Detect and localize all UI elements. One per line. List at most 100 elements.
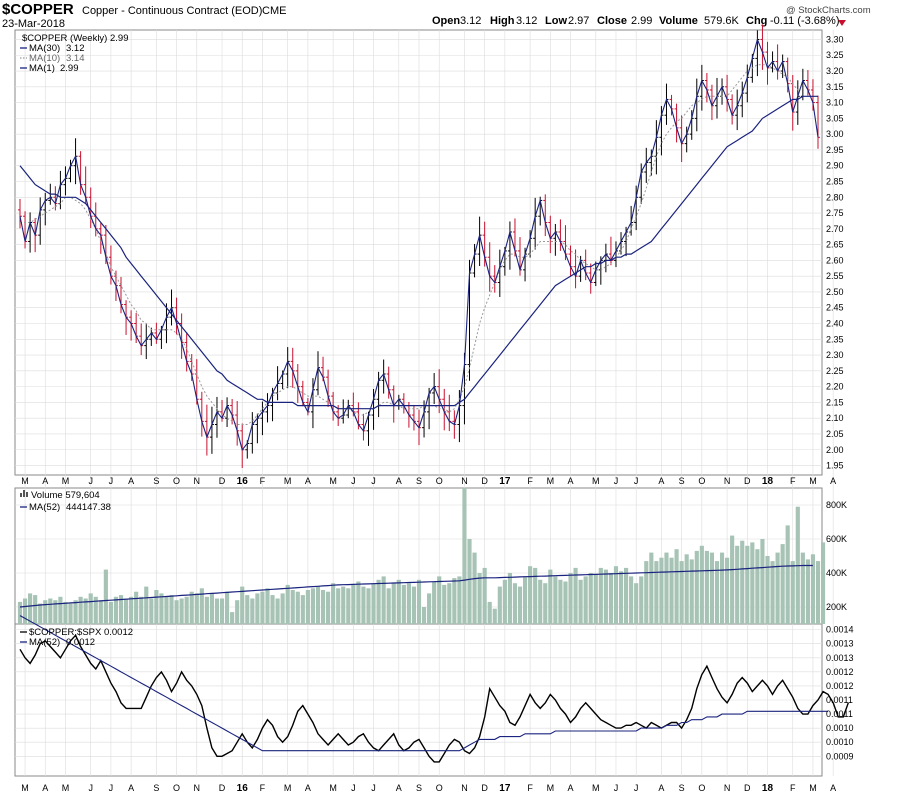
volume-ma52-line: [19, 564, 813, 608]
volume-bar: [694, 550, 699, 624]
volume-bar: [270, 595, 275, 624]
volume-bar: [765, 556, 770, 624]
volume-bar: [583, 576, 588, 624]
x-axis-label: F: [790, 476, 796, 486]
x-axis-label: 18: [762, 476, 774, 487]
volume-bar: [275, 598, 280, 624]
x-axis-label: F: [527, 783, 533, 793]
price-panel-frame: [14, 29, 823, 476]
volume-bar: [608, 573, 613, 624]
volume-bar: [416, 579, 422, 624]
volume-bar: [800, 552, 805, 624]
x-axis-label: M: [21, 476, 29, 486]
volume-bar: [123, 598, 129, 624]
volume-bar: [573, 567, 578, 624]
volume-bar: [401, 584, 406, 624]
volume-bar: [760, 539, 765, 624]
volume-bar: [320, 590, 326, 624]
symbol-title: $COPPER: [2, 1, 74, 18]
x-axis-label: A: [830, 783, 836, 793]
ratio-ma52-line: [19, 615, 829, 752]
volume-bar: [103, 569, 108, 624]
ratio-tick-label: 0.0012: [826, 667, 854, 677]
volume-bar: [88, 593, 93, 624]
volume-bar: [704, 550, 709, 624]
volume-bar: [533, 567, 538, 624]
x-axis-label: A: [396, 476, 402, 486]
change-value: -0.11 (-3.68%): [770, 15, 840, 27]
volume-bar: [427, 593, 432, 624]
x-axis-label: A: [658, 783, 664, 793]
volume-bar: [517, 586, 523, 624]
exchange-label: CME: [262, 5, 286, 17]
volume-bar: [745, 545, 750, 624]
volume-bar: [214, 598, 220, 624]
volume-bar: [472, 552, 477, 624]
x-axis-label: A: [305, 783, 311, 793]
ratio-tick-label: 0.0014: [826, 625, 854, 635]
volume-bar: [624, 567, 629, 624]
volume-tick-label: 200K: [826, 602, 847, 612]
volume-bar: [492, 608, 497, 624]
axis-ticks: 3.30 3.25 3.20 3.15 3.10 3.05 3.00 2.95 2.90 2.85…: [826, 34, 854, 761]
x-axis-label: A: [658, 476, 664, 486]
volume-bar: [674, 549, 679, 624]
volume-tick-label: 400K: [826, 568, 847, 578]
price-tick-label: 2.25: [826, 366, 844, 376]
price-tick-label: 3.30: [826, 34, 844, 44]
price-tick-label: 2.70: [826, 224, 844, 234]
x-axis-label: M: [547, 783, 555, 793]
x-axis-labels: M M A A M M J J J J A A S S O O N N D D 16 16 F F M M A A M M J J J J A A S S…: [21, 476, 836, 794]
ratio-tick-label: 0.0013: [826, 653, 854, 663]
volume-bar: [164, 596, 169, 624]
volume-bar: [98, 600, 103, 624]
x-axis-label: 16: [237, 783, 249, 794]
volume-bar: [295, 591, 300, 624]
volume-bar: [169, 595, 174, 624]
x-axis-label: O: [173, 783, 180, 793]
stockcharts-watermark: @ StockCharts.com: [786, 5, 871, 16]
volume-bar: [118, 595, 124, 624]
ratio-tick-label: 0.0010: [826, 723, 854, 733]
volume-bar: [361, 586, 366, 624]
x-axis-label: S: [679, 476, 685, 486]
volume-bar: [250, 598, 255, 624]
volume-bar: [457, 576, 462, 624]
price-tick-label: 2.95: [826, 145, 844, 155]
x-axis-label: M: [21, 783, 29, 793]
price-tick-label: 2.30: [826, 350, 844, 360]
ma30-legend-value: 3.12: [66, 43, 85, 54]
volume-bar: [265, 588, 270, 624]
volume-bar: [740, 540, 745, 624]
volume-bar: [149, 598, 154, 624]
open-value: 3.12: [460, 15, 481, 27]
volume-bar: [421, 607, 427, 624]
x-axis-label: J: [351, 476, 356, 486]
ma1-line: [19, 37, 819, 451]
volume-tick-label: 600K: [826, 534, 847, 544]
volume-bar: [341, 586, 346, 624]
volume-bar: [209, 593, 214, 624]
volume-bar: [603, 569, 608, 624]
x-axis-label: M: [284, 783, 292, 793]
x-axis-label: N: [461, 476, 468, 486]
ratio-tick-label: 0.0010: [826, 737, 854, 747]
price-tick-label: 1.95: [826, 461, 844, 471]
price-tick-label: 2.45: [826, 303, 844, 313]
volume-bar: [28, 593, 33, 624]
volume-bar: [482, 567, 487, 624]
volume-bar: [260, 591, 265, 624]
x-axis-label: M: [329, 476, 337, 486]
volume-label: Volume: [659, 15, 698, 27]
volume-bar: [558, 579, 563, 624]
volume-bar: [775, 552, 780, 624]
price-tick-label: 2.15: [826, 397, 844, 407]
volume-bar: [174, 600, 179, 624]
x-axis-label: 18: [762, 783, 774, 794]
volume-bar: [406, 583, 411, 624]
x-axis-label: F: [260, 476, 266, 486]
x-axis-label: 17: [499, 476, 511, 487]
volume-bar: [144, 586, 149, 624]
x-axis-label: M: [62, 783, 70, 793]
